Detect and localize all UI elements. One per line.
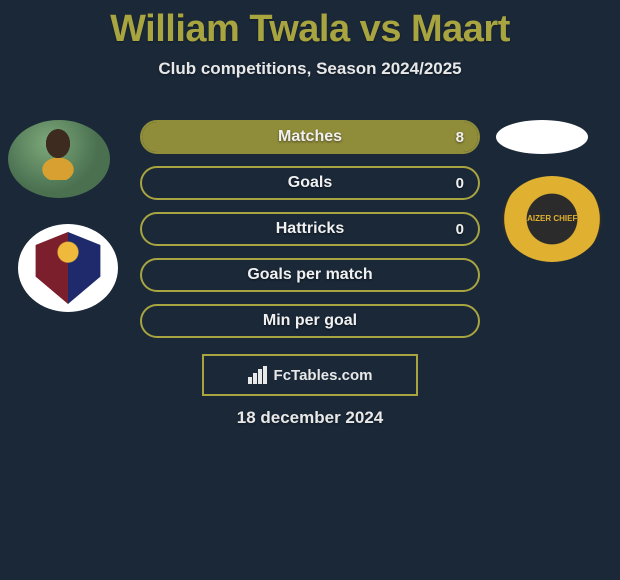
shield-icon: [32, 232, 104, 304]
brand-badge[interactable]: FcTables.com: [202, 354, 418, 396]
stat-value-right: 8: [456, 129, 464, 146]
stat-label: Hattricks: [276, 220, 344, 238]
stat-bar: Min per goal: [140, 304, 480, 338]
page-title: William Twala vs Maart: [0, 0, 620, 51]
stat-label: Min per goal: [263, 312, 357, 330]
date-text: 18 december 2024: [0, 408, 620, 428]
stat-label: Goals: [288, 174, 332, 192]
stat-bar: Goals per match: [140, 258, 480, 292]
stat-bar: Goals 0: [140, 166, 480, 200]
stat-bar: Matches 8: [140, 120, 480, 154]
stat-label: Goals per match: [247, 266, 372, 284]
bar-chart-icon: [248, 366, 268, 384]
player2-photo: [496, 120, 588, 154]
season-subtitle: Club competitions, Season 2024/2025: [0, 59, 620, 79]
stat-bar: Hattricks 0: [140, 212, 480, 246]
player1-photo: [8, 120, 110, 198]
stat-bars: Matches 8 Goals 0 Hattricks 0 Goals per match M…: [140, 120, 480, 350]
brand-text: FcTables.com: [274, 367, 373, 384]
player2-club-crest: KAIZER CHIEFS: [502, 176, 602, 262]
stat-value-right: 0: [456, 221, 464, 238]
stat-label: Matches: [278, 128, 342, 146]
club2-text: KAIZER CHIEFS: [512, 182, 592, 256]
stat-value-right: 0: [456, 175, 464, 192]
player1-club-crest: [18, 224, 118, 312]
